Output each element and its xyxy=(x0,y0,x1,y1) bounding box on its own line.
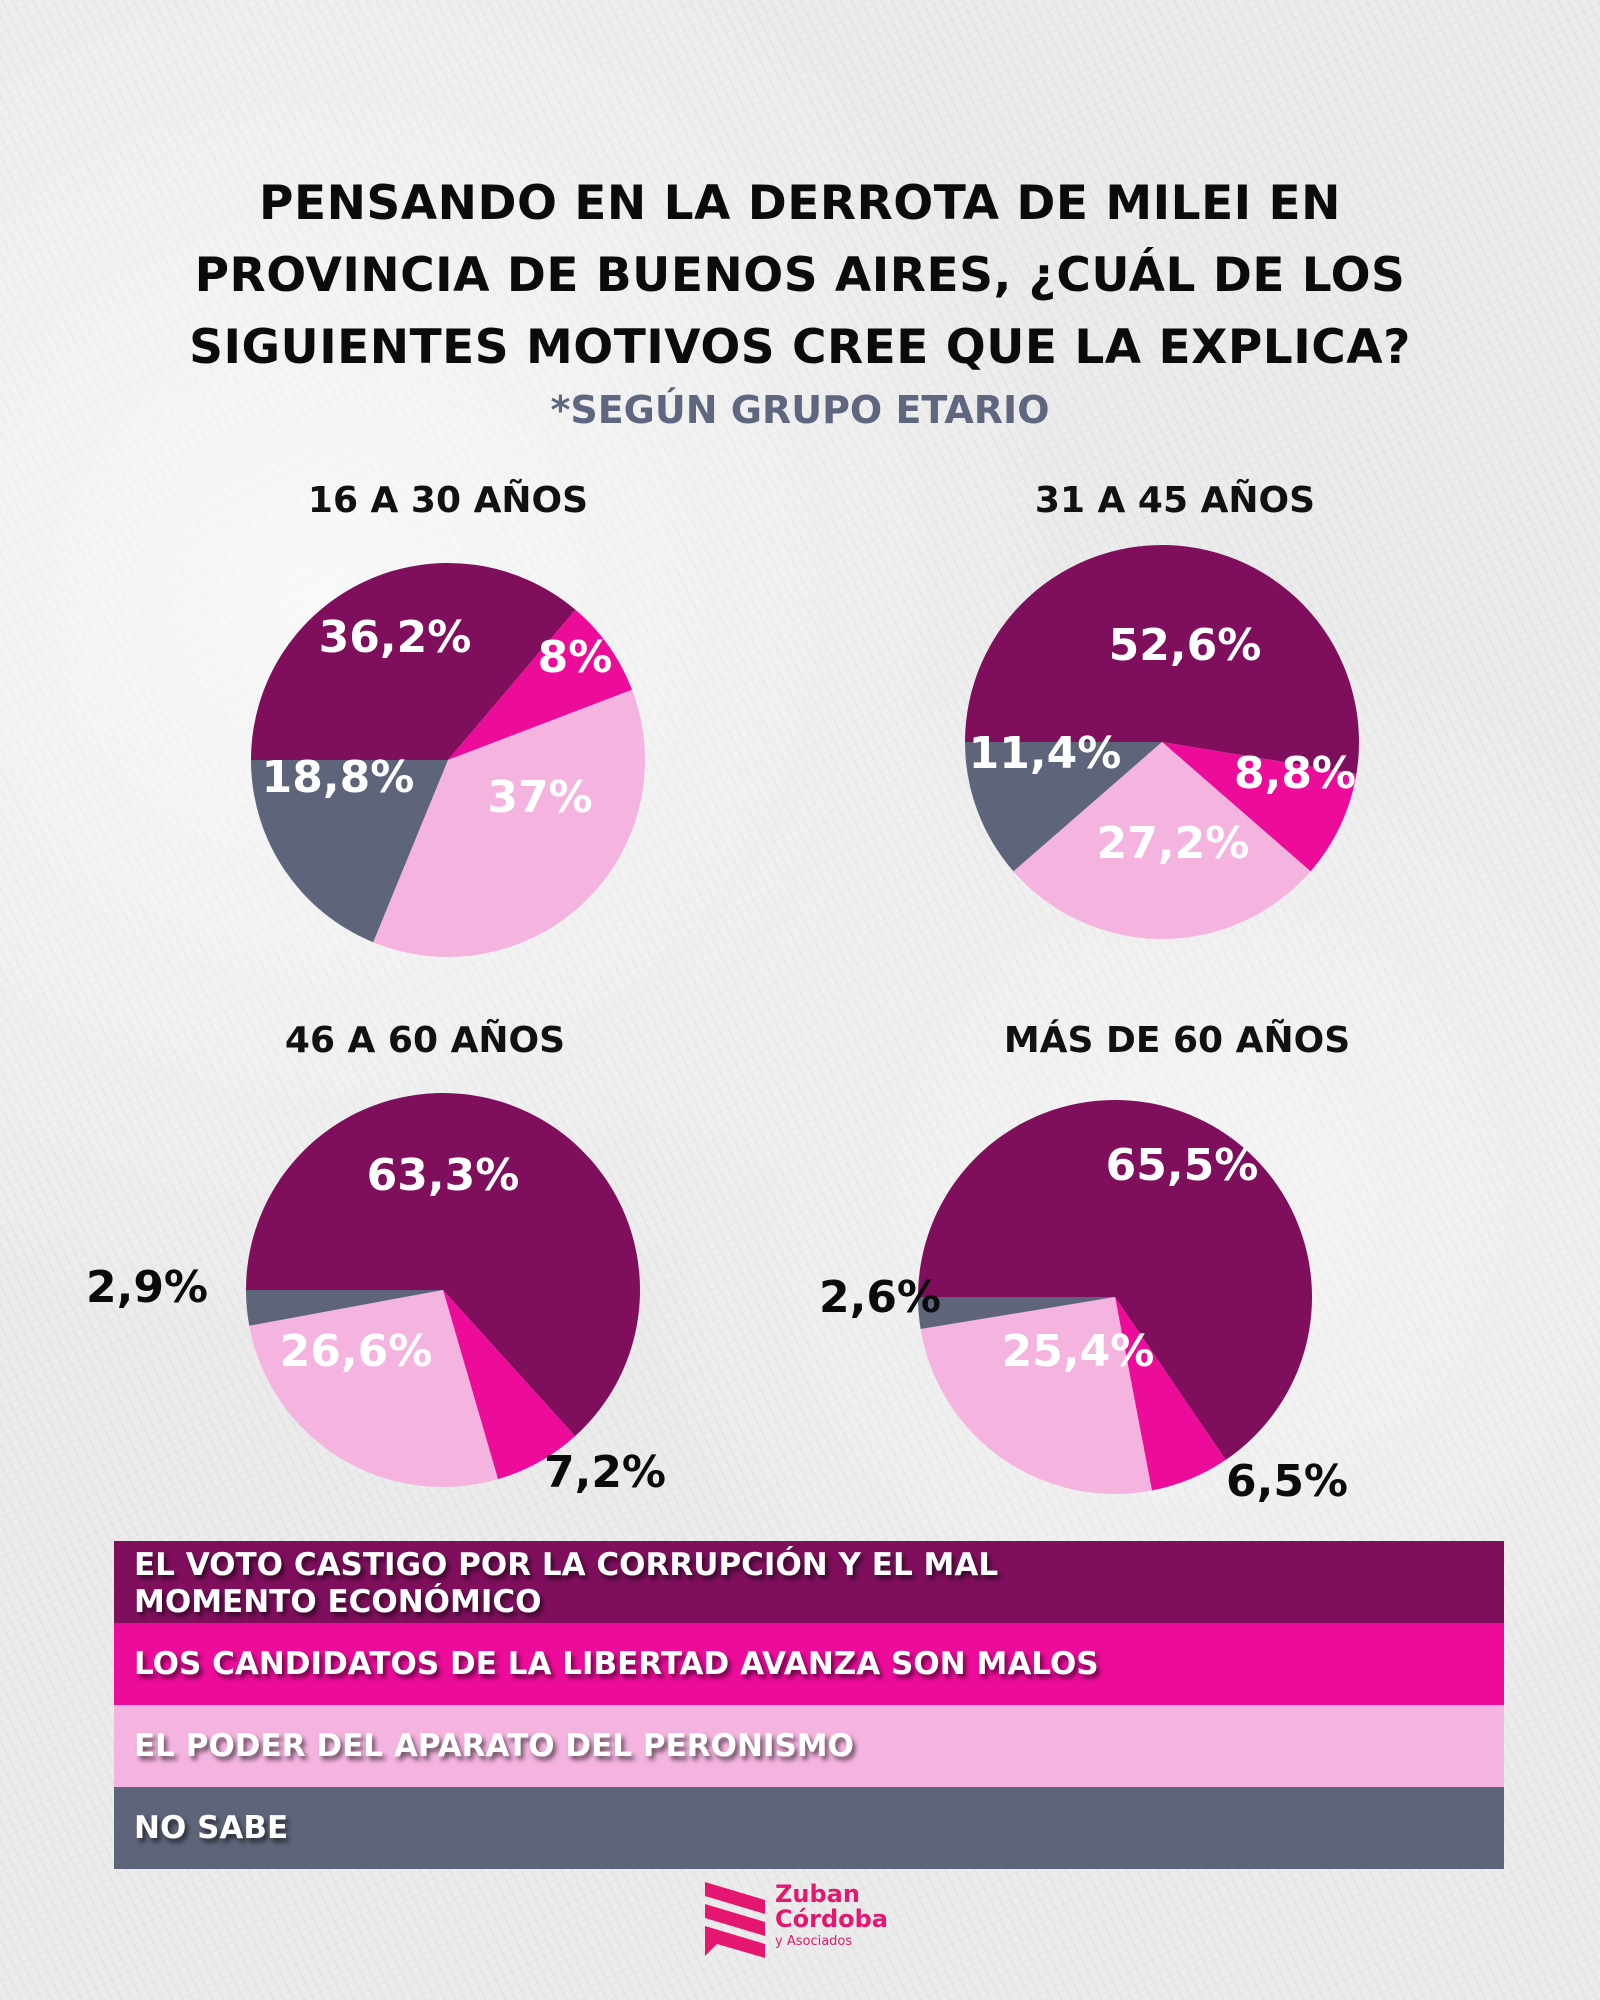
pie-chart: 36,2% 8% 37% 18,8% xyxy=(251,563,645,957)
pie-data-label: 6,5% xyxy=(1226,1456,1348,1507)
pie-data-label: 52,6% xyxy=(1109,620,1262,671)
pie-data-label: 27,2% xyxy=(1097,818,1250,869)
title-line: PENSANDO EN LA DERROTA DE MILEI EN xyxy=(259,176,1341,231)
pie-data-label: 11,4% xyxy=(969,728,1122,779)
pie-data-label: 36,2% xyxy=(319,612,472,663)
title-line: SIGUIENTES MOTIVOS CREE QUE LA EXPLICA? xyxy=(189,320,1411,375)
slice-candidatos-malos xyxy=(448,609,633,760)
page-title: PENSANDO EN LA DERROTA DE MILEI EN PROVI… xyxy=(60,168,1540,384)
title-line: PROVINCIA DE BUENOS AIRES, ¿CUÁL DE LOS xyxy=(194,248,1406,303)
logo-line: Zuban xyxy=(775,1880,860,1908)
slice-voto-castigo xyxy=(251,563,576,760)
pie-data-label: 25,4% xyxy=(1002,1326,1155,1377)
legend-label: EL PODER DEL APARATO DEL PERONISMO xyxy=(134,1727,855,1764)
pie-chart: 63,3% 7,2% 26,6% 2,9% xyxy=(86,1093,666,1498)
logo-line: Córdoba xyxy=(775,1905,888,1933)
slice-voto-castigo xyxy=(246,1093,640,1437)
slice-voto-castigo xyxy=(965,545,1359,775)
pie-chart: 52,6% 8,8% 27,2% 11,4% xyxy=(965,545,1359,940)
slice-aparato-peronismo xyxy=(1013,742,1311,940)
pie-data-label: 63,3% xyxy=(367,1150,520,1201)
legend-label: EL VOTO CASTIGO POR LA CORRUPCIÓN Y EL M… xyxy=(134,1547,998,1621)
slice-no-sabe xyxy=(251,760,448,943)
brand-logo: Zuban Córdoba y Asociados xyxy=(703,1880,903,1960)
pie-data-label: 37% xyxy=(487,772,592,823)
legend-label-line: EL VOTO CASTIGO POR LA CORRUPCIÓN Y EL M… xyxy=(134,1547,999,1583)
slice-no-sabe xyxy=(918,1297,1115,1330)
pie-data-label: 8,8% xyxy=(1234,748,1356,799)
pie-chart: 65,5% 6,5% 25,4% 2,6% xyxy=(819,1099,1348,1507)
pie-data-label: 7,2% xyxy=(544,1447,666,1498)
slice-aparato-peronismo xyxy=(373,689,645,957)
pie-title-16-30: 16 A 30 AÑOS xyxy=(307,480,589,521)
pie-title-mas-60: MÁS DE 60 AÑOS xyxy=(1003,1020,1351,1061)
slice-candidatos-malos xyxy=(1115,1297,1226,1491)
logo-mark-icon xyxy=(705,1882,765,1958)
legend: EL VOTO CASTIGO POR LA CORRUPCIÓN Y EL M… xyxy=(114,1541,1504,1869)
slice-no-sabe xyxy=(965,742,1162,872)
pie-data-label: 2,6% xyxy=(819,1272,941,1323)
slice-aparato-peronismo xyxy=(920,1297,1152,1494)
pie-data-label: 18,8% xyxy=(262,752,415,803)
legend-label-line: MOMENTO ECONÓMICO xyxy=(134,1584,542,1620)
legend-item-no-sabe: NO SABE xyxy=(114,1787,1504,1869)
pie-data-label: 65,5% xyxy=(1106,1140,1259,1191)
slice-candidatos-malos xyxy=(443,1290,576,1480)
pie-title-31-45: 31 A 45 AÑOS xyxy=(1034,480,1316,521)
slice-aparato-peronismo xyxy=(249,1290,498,1488)
legend-item-voto-castigo: EL VOTO CASTIGO POR LA CORRUPCIÓN Y EL M… xyxy=(114,1541,1504,1623)
legend-label: LOS CANDIDATOS DE LA LIBERTAD AVANZA SON… xyxy=(134,1645,1099,1682)
legend-item-aparato-peronismo: EL PODER DEL APARATO DEL PERONISMO xyxy=(114,1705,1504,1787)
pie-data-label: 2,9% xyxy=(86,1262,208,1313)
slice-no-sabe xyxy=(246,1290,443,1326)
slice-voto-castigo xyxy=(917,1099,1312,1460)
legend-label: NO SABE xyxy=(134,1809,289,1846)
logo-wordmark: Zuban Córdoba xyxy=(775,1882,888,1932)
legend-item-candidatos-malos: LOS CANDIDATOS DE LA LIBERTAD AVANZA SON… xyxy=(114,1623,1504,1705)
pie-data-label: 8% xyxy=(538,632,613,683)
pie-title-46-60: 46 A 60 AÑOS xyxy=(284,1020,566,1061)
slice-candidatos-malos xyxy=(1162,742,1357,872)
subtitle: *SEGÚN GRUPO ETARIO xyxy=(550,388,1050,432)
pie-data-label: 26,6% xyxy=(280,1326,433,1377)
logo-tagline: y Asociados xyxy=(775,1934,853,1949)
